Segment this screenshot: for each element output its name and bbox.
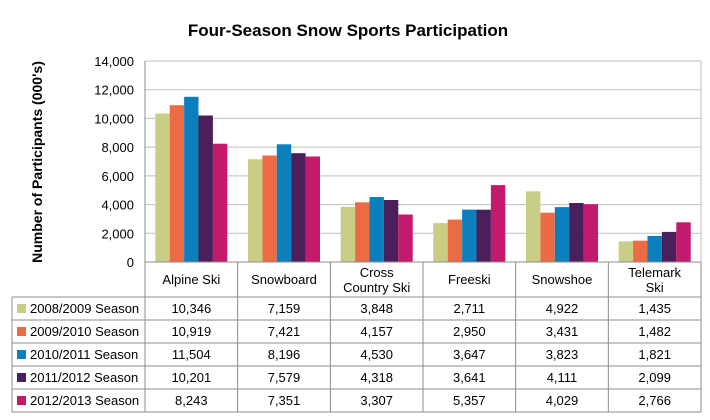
bars bbox=[155, 96, 691, 262]
data-cell: 8,196 bbox=[268, 347, 301, 362]
y-tick-label: 14,000 bbox=[94, 54, 134, 69]
bar bbox=[276, 144, 292, 262]
category-label: Snowboard bbox=[251, 272, 317, 287]
bar bbox=[248, 159, 263, 262]
data-cell: 2,766 bbox=[638, 393, 671, 408]
legend-swatch bbox=[17, 327, 26, 336]
legend-label: 2011/2012 Season bbox=[30, 370, 138, 385]
legend-label: 2012/2013 Season bbox=[30, 393, 139, 408]
data-cell: 3,431 bbox=[546, 324, 579, 339]
bar bbox=[476, 209, 491, 262]
legend-label: 2008/2009 Season bbox=[30, 301, 139, 316]
category-label: Cross Country Ski bbox=[343, 265, 410, 295]
data-cell: 1,821 bbox=[638, 347, 671, 362]
data-cell: 1,435 bbox=[638, 301, 671, 316]
bar bbox=[447, 219, 463, 262]
legend-swatch bbox=[17, 304, 26, 313]
data-cell: 7,159 bbox=[268, 301, 301, 316]
y-axis-label: Number of Participants (000's) bbox=[29, 61, 45, 263]
bar bbox=[398, 214, 413, 262]
data-cell: 3,647 bbox=[453, 347, 486, 362]
bar bbox=[676, 222, 691, 262]
data-cell: 4,318 bbox=[360, 370, 393, 385]
data-cell: 4,029 bbox=[546, 393, 579, 408]
data-cell: 4,530 bbox=[360, 347, 393, 362]
legend-swatch bbox=[17, 396, 26, 405]
chart-title: Four-Season Snow Sports Participation bbox=[188, 21, 508, 40]
bar bbox=[340, 206, 356, 262]
y-tick-label: 4,000 bbox=[101, 198, 134, 213]
data-cell: 2,711 bbox=[454, 301, 486, 316]
data-cell: 7,421 bbox=[268, 324, 301, 339]
bar bbox=[291, 153, 306, 262]
y-tick-label: 2,000 bbox=[101, 226, 134, 241]
y-tick-label: 0 bbox=[127, 255, 134, 270]
data-cell: 2,950 bbox=[453, 324, 486, 339]
bar bbox=[526, 191, 541, 262]
data-cell: 10,346 bbox=[171, 301, 211, 316]
bar bbox=[184, 96, 199, 262]
bar bbox=[155, 113, 170, 262]
legend-swatch bbox=[17, 350, 26, 359]
data-cell: 3,307 bbox=[360, 393, 393, 408]
category-label: Telemark Ski bbox=[628, 265, 681, 295]
bar bbox=[262, 155, 277, 262]
bar bbox=[355, 202, 370, 262]
data-cell: 1,482 bbox=[638, 324, 671, 339]
bar bbox=[305, 156, 320, 262]
data-table: Alpine Ski Snowboard Cross Country Ski Frees… bbox=[11, 261, 702, 413]
bar bbox=[583, 204, 598, 262]
data-cell: 5,357 bbox=[453, 393, 486, 408]
bar bbox=[212, 143, 228, 262]
y-tick-label: 8,000 bbox=[101, 140, 134, 155]
y-tick-label: 12,000 bbox=[94, 83, 134, 98]
data-cell: 4,111 bbox=[547, 370, 578, 385]
data-cell: 7,351 bbox=[268, 393, 301, 408]
bar bbox=[369, 197, 384, 262]
category-label: Alpine Ski bbox=[162, 272, 220, 287]
y-tick-label: 6,000 bbox=[101, 169, 134, 184]
legend-swatch bbox=[17, 373, 26, 382]
bar bbox=[490, 185, 506, 262]
data-cell: 3,641 bbox=[453, 370, 486, 385]
bar bbox=[169, 105, 185, 262]
data-cell: 3,848 bbox=[360, 301, 393, 316]
category-label: Snowshoe bbox=[532, 272, 593, 287]
bar bbox=[540, 212, 555, 262]
data-cell: 8,243 bbox=[175, 393, 208, 408]
data-cell: 11,504 bbox=[172, 347, 211, 362]
data-cell: 4,922 bbox=[546, 301, 579, 316]
data-cell: 3,823 bbox=[546, 347, 579, 362]
bar bbox=[633, 240, 648, 262]
y-tick-label: 10,000 bbox=[94, 111, 134, 126]
gridlines: 0 2,000 4,000 6,000 8,000 10,000 12,000 14,000 bbox=[94, 54, 702, 270]
data-cell: 7,579 bbox=[268, 370, 301, 385]
bar bbox=[554, 207, 570, 262]
bar bbox=[661, 231, 677, 262]
bar bbox=[433, 223, 448, 262]
bar bbox=[618, 241, 634, 262]
bar bbox=[569, 203, 584, 262]
legend-label: 2009/2010 Season bbox=[30, 324, 139, 339]
legend-label: 2010/2011 Season bbox=[30, 347, 138, 362]
bar bbox=[462, 209, 477, 262]
data-cell: 10,919 bbox=[171, 324, 211, 339]
data-cell: 2,099 bbox=[638, 370, 671, 385]
bar bbox=[198, 115, 213, 262]
category-label: Freeski bbox=[448, 272, 491, 287]
bar bbox=[383, 200, 399, 262]
bar bbox=[647, 235, 662, 262]
data-cell: 4,157 bbox=[360, 324, 393, 339]
data-cell: 10,201 bbox=[171, 370, 211, 385]
